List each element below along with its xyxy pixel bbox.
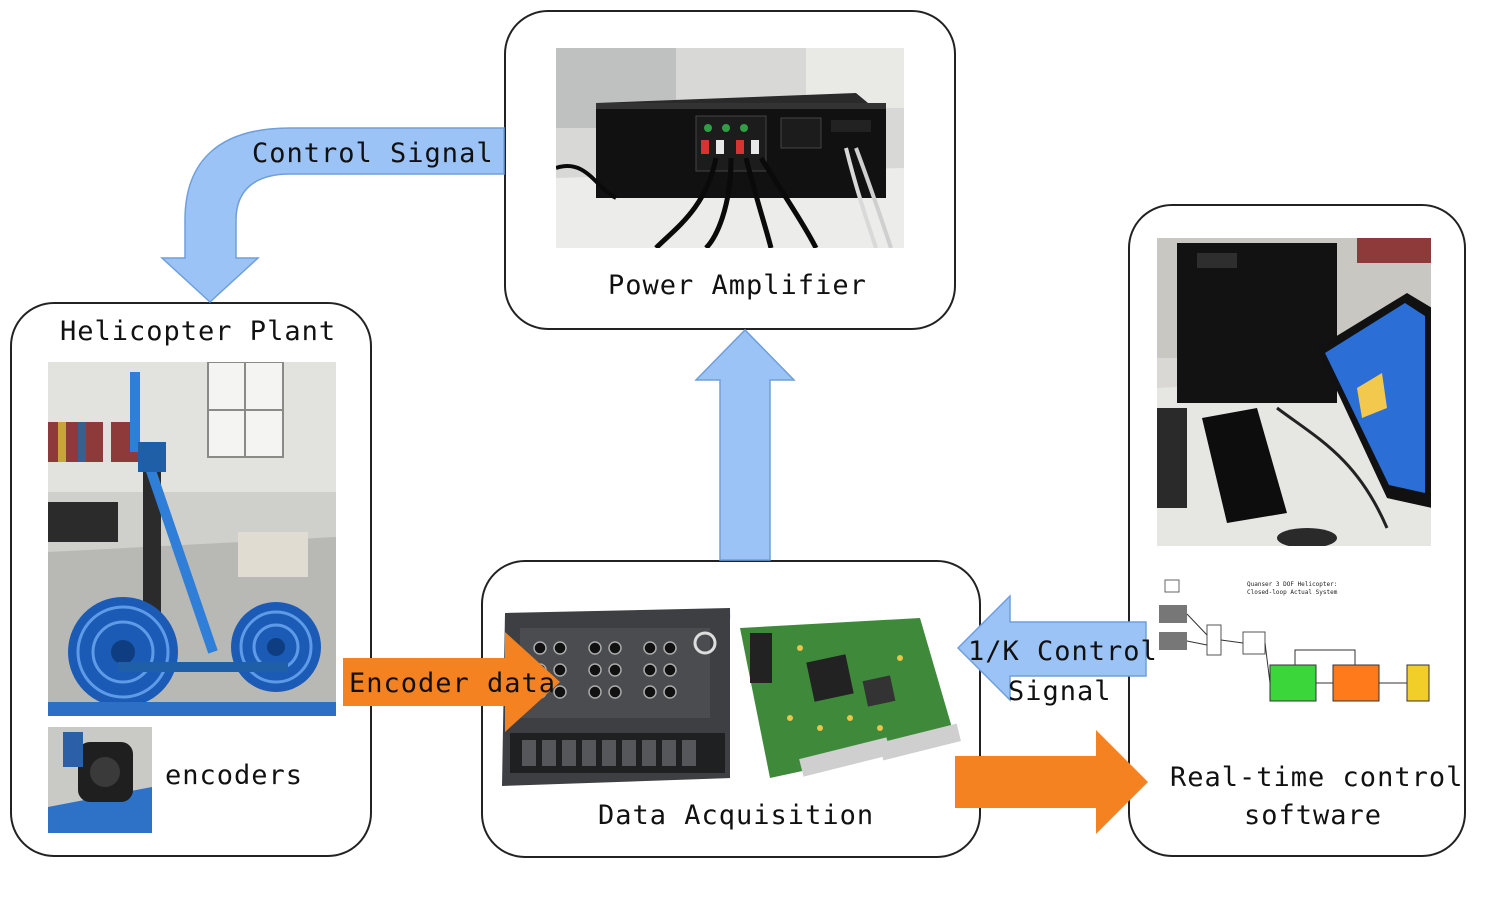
- encoders-label: encoders: [165, 760, 304, 791]
- daq-card-photo: [730, 618, 966, 786]
- daq-terminal-board-photo: [500, 608, 735, 786]
- control-software-label-line1: Real-time control: [1170, 762, 1464, 793]
- daq-to-software-arrow: [955, 730, 1148, 834]
- computer-photo: [1157, 238, 1431, 546]
- simulink-title-line2: Closed-loop Actual System: [1247, 589, 1338, 596]
- control-software-label-line2: software: [1244, 800, 1383, 831]
- encoders-photo: [48, 727, 152, 833]
- power-amplifier-label: Power Amplifier: [608, 270, 867, 301]
- k-control-signal-label-line1: 1/K Control: [968, 636, 1158, 667]
- encoder-data-arrow: [343, 632, 560, 732]
- k-control-signal-label-line2: Signal: [1008, 676, 1112, 707]
- power-amplifier-photo: [556, 48, 904, 248]
- helicopter-plant-photo: [48, 362, 336, 716]
- simulink-model-diagram: Quanser 3 DOF Helicopter: Closed-loop Ac…: [1155, 570, 1440, 720]
- daq-to-amplifier-arrow: [694, 328, 796, 561]
- control-signal-arrow: [160, 127, 505, 304]
- k-control-signal-arrow: [956, 594, 1147, 702]
- data-acquisition-label: Data Acquisition: [598, 800, 875, 831]
- simulink-title-line1: Quanser 3 DOF Helicopter:: [1247, 581, 1337, 588]
- control-signal-label: Control Signal: [252, 138, 494, 169]
- encoder-data-label: Encoder data: [349, 668, 556, 699]
- helicopter-plant-label: Helicopter Plant: [60, 316, 337, 347]
